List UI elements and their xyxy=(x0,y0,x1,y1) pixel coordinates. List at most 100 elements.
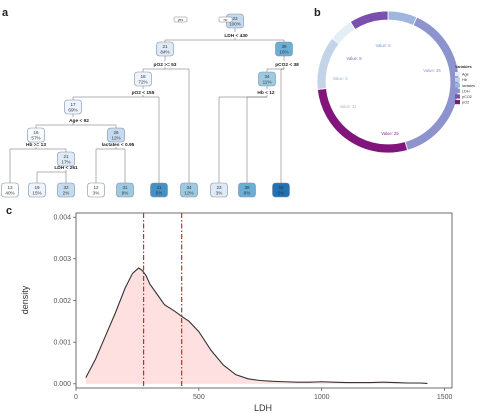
tree-edge xyxy=(246,96,267,183)
panel-letter-a: a xyxy=(2,7,9,19)
tree-node-value: 12 xyxy=(93,185,99,190)
tree-node-value: 34 xyxy=(186,185,192,190)
tree-node-percent: 5% xyxy=(278,191,285,196)
tree-nodes: 23100%2184%3916%1872%3411%1769%1657%2612… xyxy=(1,13,293,198)
tree-node-box xyxy=(210,182,228,198)
x-tick-label: 0 xyxy=(74,394,78,401)
donut-slice xyxy=(316,37,340,90)
no-marker-box xyxy=(218,16,233,23)
tree-node-box xyxy=(275,41,293,57)
legend-swatch xyxy=(455,72,460,77)
tree-node-box xyxy=(107,127,125,143)
yes-marker: yes xyxy=(178,18,184,22)
tree-edge xyxy=(165,68,190,183)
tree-node-value: 19 xyxy=(34,185,40,190)
tree-node-percent: 100% xyxy=(229,22,241,27)
legend-swatch xyxy=(455,83,460,88)
y-tick-label: 0.000 xyxy=(53,381,71,388)
tree-edges xyxy=(9,28,285,183)
donut-value-label: Value: 8 xyxy=(346,56,362,61)
y-tick-label: 0.002 xyxy=(53,298,71,305)
donut-value-label: Value: 6 xyxy=(375,43,391,48)
x-tick-label: 500 xyxy=(193,394,205,401)
tree-node-percent: 12% xyxy=(184,191,193,196)
legend-swatch xyxy=(455,77,460,82)
tree-node-value: 18 xyxy=(140,74,146,79)
tree-edge xyxy=(280,68,284,183)
density-line xyxy=(85,267,428,384)
tree-node-box xyxy=(116,182,134,198)
tree-node-value: 13 xyxy=(7,185,13,190)
donut-value-label: Value: 25 xyxy=(381,131,399,136)
tree-edge xyxy=(218,96,267,183)
tree-node-box xyxy=(57,151,75,167)
tree-node-value: 16 xyxy=(33,130,39,135)
tree-node-box xyxy=(64,99,82,115)
no-marker: no xyxy=(224,18,228,22)
tree-edge xyxy=(142,68,165,72)
tree-node: 415% xyxy=(150,182,168,198)
tree-node: 123% xyxy=(87,182,105,198)
tree-node-value: 34 xyxy=(264,74,270,79)
tree-node-value: 32 xyxy=(63,185,69,190)
yes-marker-box xyxy=(173,16,188,23)
legend-label: pO2 xyxy=(462,101,469,105)
tree-edge xyxy=(266,68,284,72)
x-tick-label: 1500 xyxy=(437,394,453,401)
donut-value-label: Value: 5 xyxy=(332,76,348,81)
split-label: LDH < 261 xyxy=(54,165,78,171)
y-tick-label: 0.004 xyxy=(53,215,71,222)
legend-swatch xyxy=(455,94,460,99)
donut-slice xyxy=(404,16,460,151)
legend-label: Age xyxy=(462,73,469,77)
tree-node: 322% xyxy=(57,182,75,198)
tree-edge xyxy=(235,39,285,42)
panel-letter-b: b xyxy=(314,7,321,19)
split-label: pCO2 < 38 xyxy=(275,62,299,68)
tree-node-percent: 84% xyxy=(160,50,169,55)
tree-node: 233% xyxy=(210,182,228,198)
split-label: Hb >= 13 xyxy=(26,142,46,148)
tree-node-box xyxy=(27,127,45,143)
y-axis-title: density xyxy=(20,285,30,314)
tree-node-percent: 12% xyxy=(111,136,120,141)
tree-node-box xyxy=(156,41,174,57)
tree-node-percent: 2% xyxy=(63,191,70,196)
tree-node-value: 31 xyxy=(122,185,128,190)
tree-splits: LDH < 430 pO2 >= 53 pCO2 < 38 pO2 < 155 Hb <… xyxy=(26,33,299,171)
tree-node: 565% xyxy=(272,182,290,198)
tree-node-percent: 8% xyxy=(244,191,251,196)
donut-slice xyxy=(349,10,389,30)
tree-node-value: 41 xyxy=(156,185,162,190)
tree-node-percent: 69% xyxy=(68,108,77,113)
tree-node-percent: 40% xyxy=(5,191,14,196)
tree-node: 388% xyxy=(238,182,256,198)
tree-node-percent: 11% xyxy=(263,80,272,85)
tree-node-value: 17 xyxy=(70,102,76,107)
tree-node-box xyxy=(87,182,105,198)
donut-value-label: Value: 11 xyxy=(339,104,357,109)
tree-edge xyxy=(116,148,126,183)
tree-node-box xyxy=(180,182,198,198)
tree-node-value: 21 xyxy=(63,154,69,159)
tree-edge xyxy=(72,96,143,100)
tree-node-percent: 3% xyxy=(93,191,100,196)
y-tick-label: 0.003 xyxy=(53,256,71,263)
tree-node-percent: 16% xyxy=(279,50,288,55)
donut-chart: Value: 6 Value: 35 Value: 25 Value: 11 Value… xyxy=(316,10,460,154)
tree-node-percent: 17% xyxy=(61,160,70,165)
donut-slice xyxy=(331,21,356,45)
split-label: Hb < 12 xyxy=(257,90,275,96)
tree-node-value: 23 xyxy=(216,185,222,190)
legend-swatch xyxy=(455,88,460,93)
tree-edge xyxy=(143,96,160,183)
y-tick-label: 0.001 xyxy=(53,340,71,347)
